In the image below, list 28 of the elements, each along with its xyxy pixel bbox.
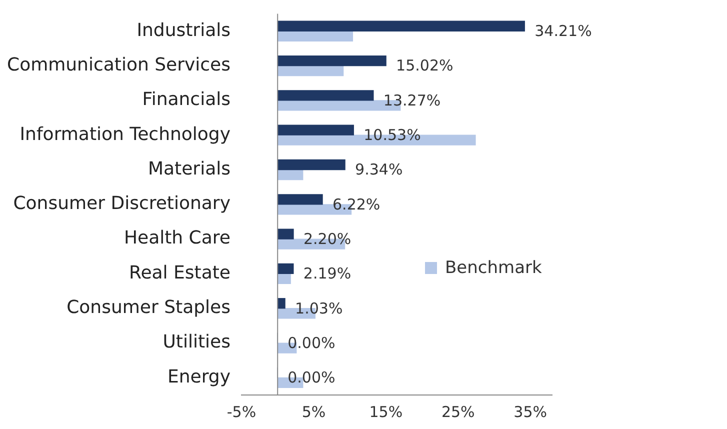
y-tick-label: Materials [148,158,230,180]
y-tick-label: Utilities [162,332,230,353]
data-label: 1.03% [295,299,343,318]
legend-label: Benchmark [445,258,542,278]
y-tick-label: Communication Services [6,54,230,76]
data-label: 0.00% [288,334,336,352]
data-label: 13.27% [383,91,441,110]
y-tick-label: Health Care [124,228,230,249]
x-tick-label: -5% [226,402,256,421]
data-label: 9.34% [355,160,403,179]
y-tick-label: Consumer Discretionary [13,193,231,214]
x-tick-label: 35% [514,402,548,421]
data-label: 2.20% [303,230,352,248]
y-tick-label: Industrials [136,20,230,41]
data-label: 15.02% [396,56,454,75]
y-tick-label: Information Technology [20,124,231,145]
x-tick-label: 5% [302,402,326,421]
data-label: 10.53% [364,126,421,144]
y-tick-label: Real Estate [128,262,230,284]
x-tick-label: 25% [441,402,475,421]
data-label: 2.19% [303,264,352,283]
x-tick-label: 15% [369,402,403,421]
data-label: 34.21% [534,22,592,40]
y-tick-label: Energy [167,366,231,388]
y-tick-label: Financials [142,89,230,110]
data-label: 6.22% [332,195,380,214]
data-label: 0.00% [288,368,336,387]
y-tick-label: Consumer Staples [66,297,230,318]
